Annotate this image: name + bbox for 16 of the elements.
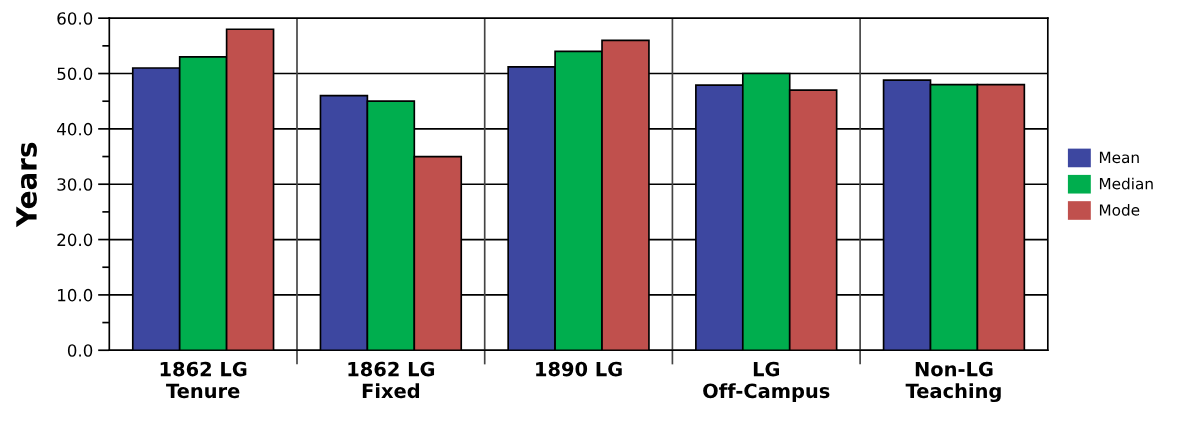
y-tick-label: 0.0	[67, 344, 93, 357]
x-tick-label: LG Off-Campus	[703, 361, 830, 402]
y-tick-label: 50.0	[57, 67, 93, 81]
legend-label: Mode	[1099, 203, 1140, 216]
legend-label: Mean	[1099, 151, 1139, 164]
x-tick-label: 1890 LG	[536, 361, 622, 377]
y-tick-label: 30.0	[57, 178, 93, 191]
x-tick-label: Non-LG Teaching	[905, 361, 1001, 403]
y-axis-title: Years	[16, 142, 37, 228]
y-tick-label: 60.0	[57, 12, 93, 25]
y-tick-label: 20.0	[57, 233, 93, 247]
legend-label: Median	[1099, 177, 1153, 190]
x-tick-label: 1862 LG Tenure	[160, 361, 247, 399]
x-tick-label: 1862 LG Fixed	[348, 361, 435, 399]
y-tick-label: 10.0	[58, 288, 93, 302]
y-tick-label: 40.0	[57, 122, 93, 136]
